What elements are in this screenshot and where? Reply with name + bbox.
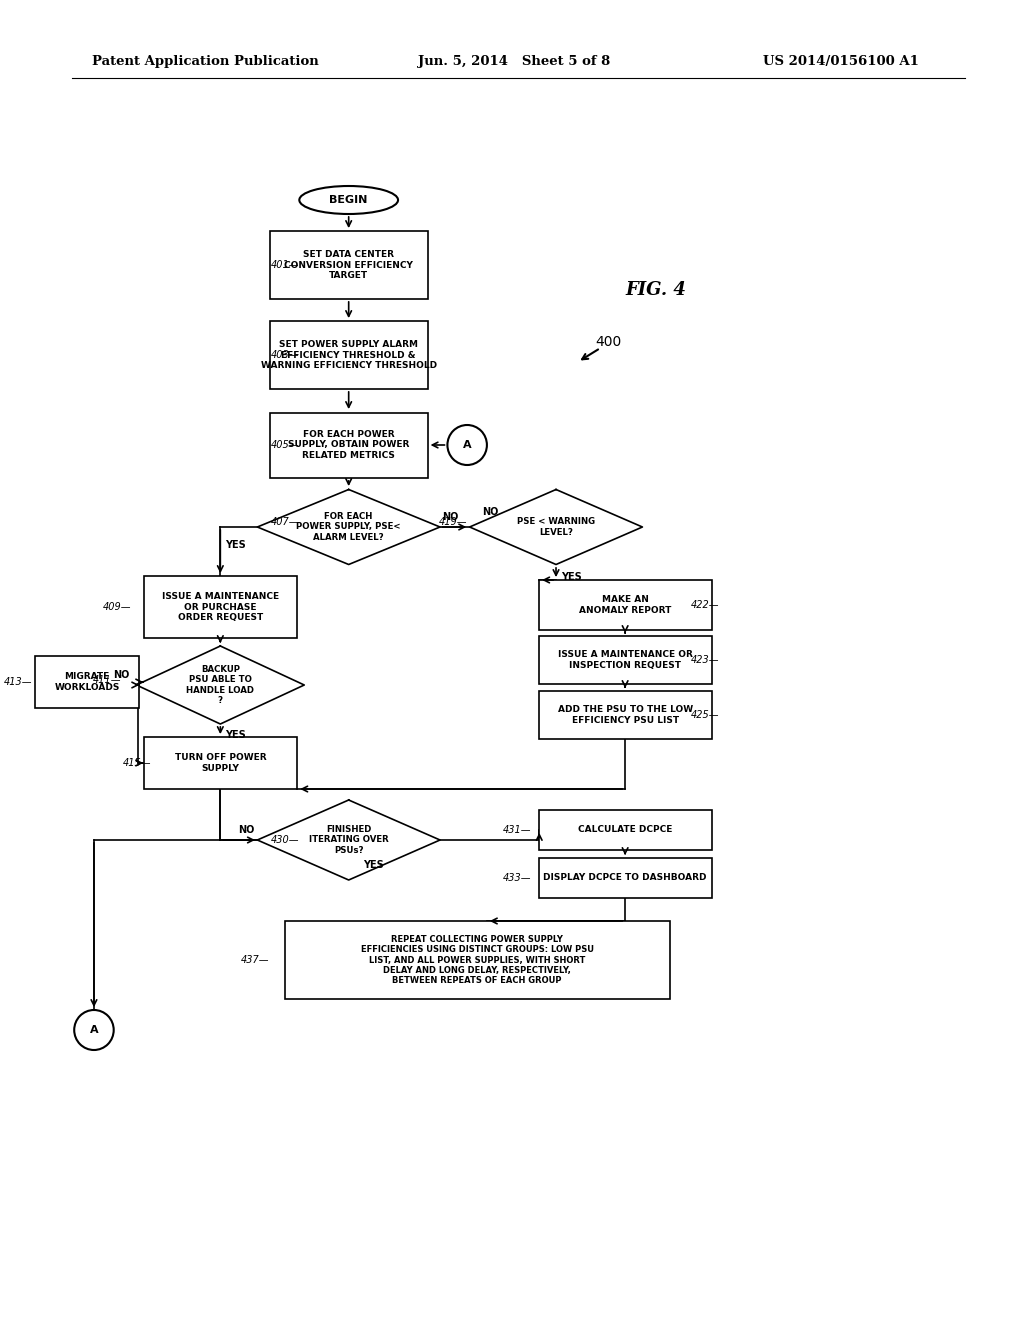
Text: 422—: 422— bbox=[690, 601, 719, 610]
Text: A: A bbox=[463, 440, 471, 450]
Polygon shape bbox=[470, 490, 642, 565]
Text: BACKUP
PSU ABLE TO
HANDLE LOAD
?: BACKUP PSU ABLE TO HANDLE LOAD ? bbox=[186, 665, 254, 705]
Text: DISPLAY DCPCE TO DASHBOARD: DISPLAY DCPCE TO DASHBOARD bbox=[544, 874, 707, 883]
Text: NO: NO bbox=[442, 512, 459, 521]
FancyBboxPatch shape bbox=[143, 576, 297, 638]
Text: US 2014/0156100 A1: US 2014/0156100 A1 bbox=[763, 55, 920, 69]
Text: MAKE AN
ANOMALY REPORT: MAKE AN ANOMALY REPORT bbox=[579, 595, 672, 615]
Circle shape bbox=[74, 1010, 114, 1049]
Ellipse shape bbox=[299, 186, 398, 214]
FancyBboxPatch shape bbox=[35, 656, 139, 708]
Text: 419—: 419— bbox=[438, 517, 467, 527]
Text: 400: 400 bbox=[596, 335, 622, 348]
Circle shape bbox=[447, 425, 486, 465]
Text: FIG. 4: FIG. 4 bbox=[625, 281, 686, 300]
Text: YES: YES bbox=[225, 730, 246, 741]
Text: YES: YES bbox=[225, 540, 246, 550]
Text: Jun. 5, 2014   Sheet 5 of 8: Jun. 5, 2014 Sheet 5 of 8 bbox=[418, 55, 610, 69]
Text: 433—: 433— bbox=[503, 873, 531, 883]
Text: SET DATA CENTER
CONVERSION EFFICIENCY
TARGET: SET DATA CENTER CONVERSION EFFICIENCY TA… bbox=[285, 249, 413, 280]
Text: 401—: 401— bbox=[270, 260, 299, 271]
Text: NO: NO bbox=[239, 825, 255, 836]
Text: 411—: 411— bbox=[93, 675, 122, 685]
FancyBboxPatch shape bbox=[539, 810, 712, 850]
Text: 415—: 415— bbox=[123, 758, 152, 768]
Text: 437—: 437— bbox=[242, 954, 269, 965]
Text: ISSUE A MAINTENANCE OR
INSPECTION REQUEST: ISSUE A MAINTENANCE OR INSPECTION REQUES… bbox=[558, 651, 692, 669]
Text: SET POWER SUPPLY ALARM
EFFICIENCY THRESHOLD &
WARNING EFFICIENCY THRESHOLD: SET POWER SUPPLY ALARM EFFICIENCY THRESH… bbox=[261, 341, 437, 370]
Text: Patent Application Publication: Patent Application Publication bbox=[92, 55, 318, 69]
Polygon shape bbox=[136, 645, 304, 723]
FancyBboxPatch shape bbox=[539, 579, 712, 630]
FancyBboxPatch shape bbox=[269, 321, 428, 389]
Text: REPEAT COLLECTING POWER SUPPLY
EFFICIENCIES USING DISTINCT GROUPS: LOW PSU
LIST,: REPEAT COLLECTING POWER SUPPLY EFFICIENC… bbox=[360, 935, 594, 985]
Text: BEGIN: BEGIN bbox=[330, 195, 368, 205]
Text: 425—: 425— bbox=[690, 710, 719, 719]
Text: 403—: 403— bbox=[270, 350, 299, 360]
Text: 409—: 409— bbox=[103, 602, 131, 612]
FancyBboxPatch shape bbox=[539, 690, 712, 739]
Text: A: A bbox=[90, 1026, 98, 1035]
FancyBboxPatch shape bbox=[539, 858, 712, 898]
Text: 413—: 413— bbox=[4, 677, 33, 686]
Text: CALCULATE DCPCE: CALCULATE DCPCE bbox=[578, 825, 673, 834]
Text: FOR EACH POWER
SUPPLY, OBTAIN POWER
RELATED METRICS: FOR EACH POWER SUPPLY, OBTAIN POWER RELA… bbox=[288, 430, 410, 459]
Text: TURN OFF POWER
SUPPLY: TURN OFF POWER SUPPLY bbox=[174, 754, 266, 772]
FancyBboxPatch shape bbox=[143, 737, 297, 789]
Polygon shape bbox=[257, 800, 440, 880]
Text: 430—: 430— bbox=[270, 836, 299, 845]
FancyBboxPatch shape bbox=[269, 412, 428, 478]
Text: ISSUE A MAINTENANCE
OR PURCHASE
ORDER REQUEST: ISSUE A MAINTENANCE OR PURCHASE ORDER RE… bbox=[162, 593, 279, 622]
Text: FINISHED
ITERATING OVER
PSUs?: FINISHED ITERATING OVER PSUs? bbox=[309, 825, 388, 855]
Text: MIGRATE
WORKLOADS: MIGRATE WORKLOADS bbox=[54, 672, 120, 692]
Text: 423—: 423— bbox=[690, 655, 719, 665]
Text: FOR EACH
POWER SUPPLY, PSE<
ALARM LEVEL?: FOR EACH POWER SUPPLY, PSE< ALARM LEVEL? bbox=[296, 512, 401, 543]
Text: 407—: 407— bbox=[270, 517, 299, 527]
Polygon shape bbox=[257, 490, 440, 565]
FancyBboxPatch shape bbox=[285, 921, 670, 999]
FancyBboxPatch shape bbox=[539, 636, 712, 684]
FancyBboxPatch shape bbox=[269, 231, 428, 300]
Text: YES: YES bbox=[561, 572, 582, 582]
Text: PSE < WARNING
LEVEL?: PSE < WARNING LEVEL? bbox=[517, 517, 595, 537]
Text: NO: NO bbox=[113, 671, 129, 680]
Text: 431—: 431— bbox=[503, 825, 531, 836]
Text: NO: NO bbox=[482, 507, 499, 517]
Text: 405—: 405— bbox=[270, 440, 299, 450]
Text: ADD THE PSU TO THE LOW
EFFICIENCY PSU LIST: ADD THE PSU TO THE LOW EFFICIENCY PSU LI… bbox=[557, 705, 692, 725]
Text: YES: YES bbox=[364, 861, 384, 870]
